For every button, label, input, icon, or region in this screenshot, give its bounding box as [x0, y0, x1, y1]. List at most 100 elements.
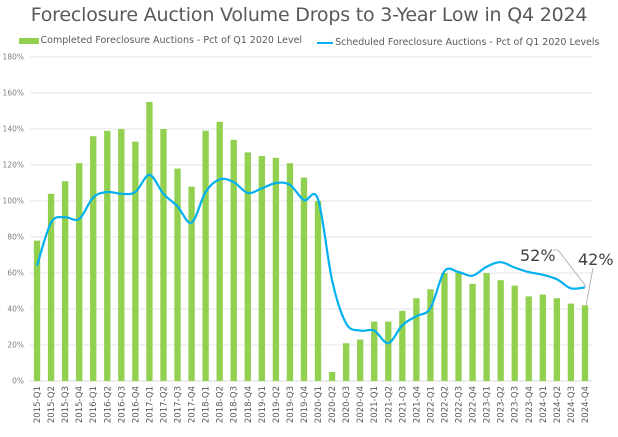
x-tick-label: 2020-Q2	[328, 386, 338, 423]
x-tick-label: 2023-Q3	[511, 386, 521, 423]
annotation-leader-42	[585, 267, 594, 306]
legend: Completed Foreclosure Auctions - Pct of …	[0, 35, 618, 48]
bar-2021-Q1	[371, 321, 378, 381]
x-tick-label: 2015-Q3	[61, 386, 71, 423]
annotations: 52% 42%	[520, 246, 614, 306]
y-tick-label: 100%	[3, 197, 24, 206]
y-tick-label: 0%	[12, 377, 24, 386]
legend-swatch-completed	[18, 37, 39, 44]
bar-2017-Q3	[174, 168, 181, 381]
gridlines	[30, 56, 592, 382]
y-tick-label: 80%	[7, 233, 24, 242]
x-tick-label: 2024-Q3	[567, 386, 577, 423]
chart-title: Foreclosure Auction Volume Drops to 3-Ye…	[30, 4, 588, 26]
bar-2018-Q3	[230, 139, 237, 381]
bar-2023-Q1	[483, 273, 490, 381]
y-tick-label: 40%	[7, 305, 24, 314]
bar-2016-Q1	[90, 136, 97, 381]
bar-2018-Q2	[216, 121, 223, 382]
bar-2022-Q4	[469, 283, 476, 381]
bar-2015-Q1	[33, 240, 41, 381]
bar-2017-Q4	[188, 186, 195, 381]
x-tick-label: 2023-Q2	[497, 386, 507, 423]
bar-2020-Q3	[342, 343, 350, 381]
x-tick-label: 2019-Q3	[286, 386, 296, 423]
x-tick-label: 2017-Q1	[145, 386, 155, 423]
x-tick-label: 2019-Q1	[258, 386, 268, 423]
x-tick-label: 2017-Q4	[188, 386, 198, 423]
bar-2023-Q3	[511, 285, 518, 381]
bar-2020-Q4	[357, 339, 364, 381]
annotation-42: 42%	[578, 250, 614, 269]
y-tick-label: 60%	[7, 269, 24, 278]
legend-swatch-scheduled	[317, 41, 334, 44]
y-tick-label: 140%	[3, 125, 24, 134]
x-tick-label: 2024-Q2	[553, 386, 563, 423]
x-tick-label: 2020-Q4	[356, 386, 366, 423]
y-tick-label: 180%	[3, 53, 24, 62]
x-tick-label: 2015-Q2	[47, 386, 57, 423]
x-tick-label: 2020-Q1	[314, 386, 324, 423]
x-tick-label: 2018-Q2	[216, 386, 226, 423]
legend-label-scheduled: Scheduled Foreclosure Auctions - Pct of …	[335, 37, 600, 48]
annotation-52: 52%	[520, 246, 556, 265]
bar-2015-Q2	[47, 193, 55, 381]
x-tick-label: 2016-Q4	[131, 386, 141, 423]
x-tick-label: 2018-Q4	[244, 386, 254, 423]
bar-2022-Q2	[441, 273, 448, 381]
bar-2024-Q4	[581, 305, 589, 381]
y-tick-label: 20%	[7, 341, 24, 350]
y-axis-ticks: 0% 20% 40% 60% 80% 100% 120% 140% 160% 180%	[3, 53, 24, 386]
line-series	[35, 173, 586, 345]
bar-series	[33, 102, 589, 382]
x-tick-label: 2022-Q3	[455, 386, 465, 423]
y-tick-label: 120%	[3, 161, 24, 170]
x-tick-label: 2018-Q3	[230, 386, 240, 423]
bar-2022-Q1	[427, 289, 434, 381]
bar-2019-Q1	[258, 156, 265, 381]
x-tick-label: 2019-Q4	[300, 386, 310, 423]
bar-2018-Q4	[244, 152, 251, 381]
y-tick-label: 160%	[3, 89, 24, 98]
bar-2024-Q2	[553, 298, 561, 381]
x-tick-label: 2021-Q3	[398, 386, 408, 423]
x-tick-label: 2019-Q2	[272, 386, 282, 423]
x-tick-label: 2022-Q2	[440, 386, 450, 423]
bar-2018-Q1	[202, 130, 209, 381]
x-tick-label: 2023-Q4	[525, 386, 535, 423]
bar-2019-Q2	[272, 157, 280, 381]
x-tick-label: 2015-Q1	[33, 386, 43, 423]
x-tick-label: 2016-Q3	[117, 386, 127, 423]
scheduled-line	[35, 173, 586, 345]
legend-label-completed: Completed Foreclosure Auctions - Pct of …	[40, 35, 303, 46]
x-tick-label: 2015-Q4	[75, 386, 85, 423]
bar-2016-Q4	[132, 141, 139, 381]
x-tick-label: 2017-Q2	[159, 386, 169, 423]
x-tick-label: 2023-Q1	[483, 386, 493, 423]
bar-2024-Q3	[567, 303, 575, 381]
bar-2017-Q1	[146, 102, 153, 381]
x-tick-label: 2024-Q1	[539, 386, 549, 423]
x-tick-label: 2016-Q2	[103, 386, 113, 423]
legend-item-completed: Completed Foreclosure Auctions - Pct of …	[18, 35, 303, 46]
bar-2015-Q3	[61, 181, 69, 381]
x-tick-label: 2017-Q3	[174, 386, 184, 423]
bar-2015-Q4	[76, 163, 83, 381]
bar-2020-Q2	[328, 372, 336, 381]
x-tick-label: 2020-Q3	[342, 386, 352, 423]
x-tick-label: 2021-Q2	[384, 386, 394, 423]
x-tick-label: 2022-Q4	[469, 386, 479, 423]
annotation-leader-52	[553, 249, 587, 287]
bar-2022-Q3	[455, 273, 462, 381]
x-tick-label: 2018-Q1	[202, 386, 212, 423]
bar-2024-Q1	[539, 294, 546, 381]
x-tick-label: 2024-Q4	[581, 386, 591, 423]
bar-2017-Q2	[160, 129, 167, 381]
bar-2021-Q4	[413, 298, 420, 381]
bar-2016-Q2	[104, 130, 111, 381]
x-tick-label: 2022-Q1	[426, 386, 436, 423]
x-axis-ticks: 2015-Q1 2015-Q2 2015-Q3 2015-Q4 2016-Q1 2016-…	[33, 386, 591, 423]
x-tick-label: 2016-Q1	[89, 386, 99, 423]
bar-2023-Q4	[525, 296, 532, 381]
